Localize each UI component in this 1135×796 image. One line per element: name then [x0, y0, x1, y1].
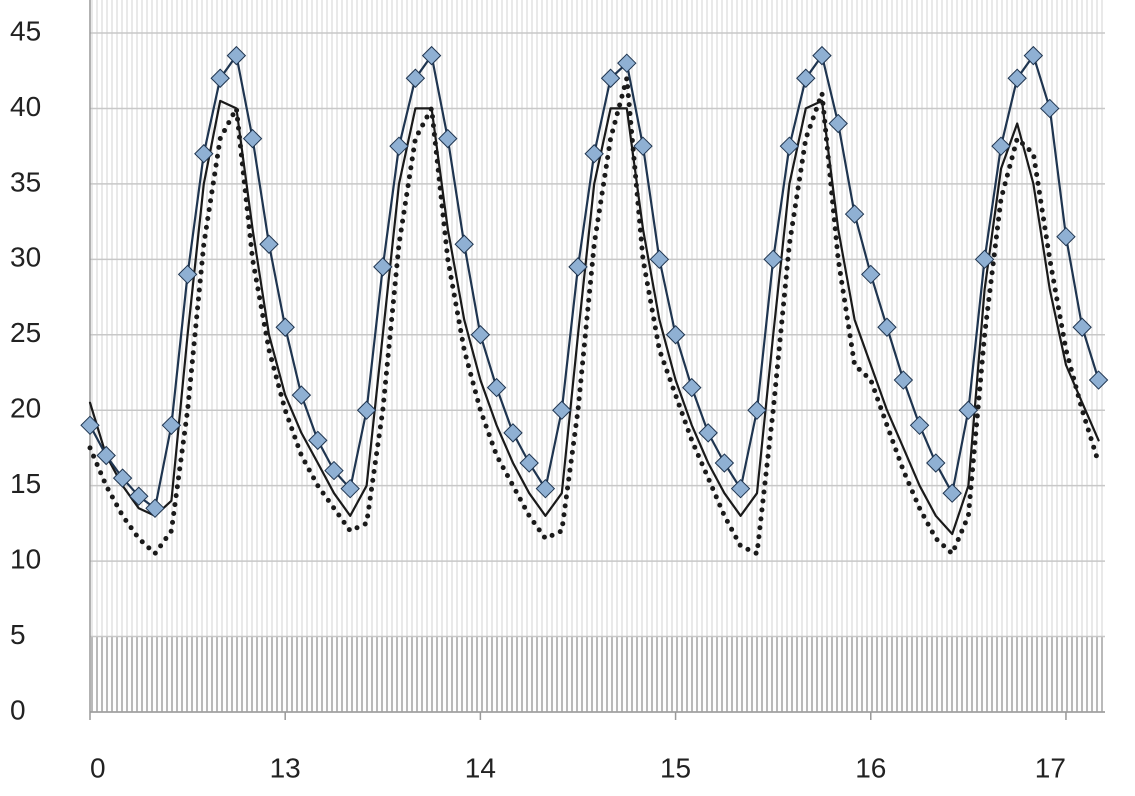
data-point: [796, 68, 816, 88]
data-point: [828, 113, 848, 134]
data-point: [730, 478, 751, 499]
data-point: [633, 136, 653, 156]
data-point: [812, 45, 832, 66]
y-tick-label: 30: [10, 242, 41, 273]
data-point: [552, 400, 572, 420]
data-point: [844, 204, 865, 224]
data-point: [324, 460, 344, 481]
data-point: [1023, 45, 1044, 66]
data-point: [129, 486, 149, 506]
plot-area: [90, 0, 1105, 712]
data-point: [1007, 68, 1027, 88]
data-point: [682, 377, 702, 398]
data-point: [389, 136, 409, 156]
data-point: [926, 453, 946, 473]
data-point: [373, 257, 393, 277]
data-point: [1040, 98, 1060, 119]
data-point: [958, 400, 979, 420]
data-point: [210, 68, 230, 88]
x-tick-label: 16: [855, 752, 886, 783]
data-point: [942, 483, 962, 503]
data-point: [454, 234, 474, 254]
data-point: [161, 415, 182, 436]
y-tick-label: 35: [10, 166, 41, 197]
data-point: [177, 264, 198, 285]
data-point: [519, 453, 539, 473]
data-point: [584, 144, 604, 164]
series-line: [88, 99, 1100, 536]
data-point: [861, 264, 881, 285]
data-point: [145, 498, 165, 519]
data-point: [438, 128, 458, 149]
plot-band: [90, 636, 1105, 712]
data-point: [308, 430, 328, 451]
data-point: [226, 45, 247, 66]
data-point: [112, 468, 133, 488]
data-point: [600, 68, 621, 88]
y-tick-label: 10: [10, 544, 41, 575]
data-point: [259, 234, 279, 254]
data-point: [649, 249, 670, 270]
data-point: [617, 53, 637, 73]
plot-background: [90, 0, 1105, 712]
data-point: [535, 478, 556, 499]
data-point: [356, 400, 377, 420]
data-point: [974, 249, 995, 270]
data-point: [568, 257, 588, 277]
y-tick-label: 25: [10, 317, 41, 348]
x-tick-label: 15: [660, 752, 691, 783]
data-point: [991, 136, 1011, 156]
x-tick-label: 17: [1035, 752, 1066, 783]
data-point: [80, 415, 100, 436]
data-point: [1072, 317, 1092, 337]
y-tick-label: 5: [10, 619, 26, 650]
x-tick-label: 0: [90, 752, 106, 783]
y-tick-label: 15: [10, 468, 41, 499]
data-point: [486, 377, 507, 398]
data-point: [421, 45, 442, 66]
data-point: [714, 453, 735, 473]
data-point: [665, 325, 686, 345]
data-point: [340, 478, 360, 499]
data-point: [242, 128, 263, 149]
data-point: [503, 423, 523, 443]
data-point: [1056, 226, 1076, 247]
y-tick-label: 0: [10, 694, 26, 725]
data-point: [96, 445, 116, 466]
data-point: [275, 317, 295, 337]
y-tick-label: 20: [10, 393, 41, 424]
data-point: [194, 144, 214, 164]
y-tick-label: 45: [10, 15, 41, 46]
data-point: [1088, 370, 1109, 390]
x-tick-label: 13: [270, 752, 301, 783]
data-point: [893, 370, 914, 390]
series-line: [87, 75, 1102, 557]
data-point: [698, 423, 718, 443]
data-point: [291, 385, 312, 405]
data-point: [909, 415, 930, 436]
data-point: [763, 249, 783, 270]
data-point: [470, 325, 491, 345]
y-tick-label: 40: [10, 91, 41, 122]
data-point: [405, 68, 426, 88]
data-point: [779, 136, 800, 156]
data-point: [877, 317, 897, 337]
data-point: [747, 400, 767, 420]
x-tick-label: 14: [465, 752, 496, 783]
